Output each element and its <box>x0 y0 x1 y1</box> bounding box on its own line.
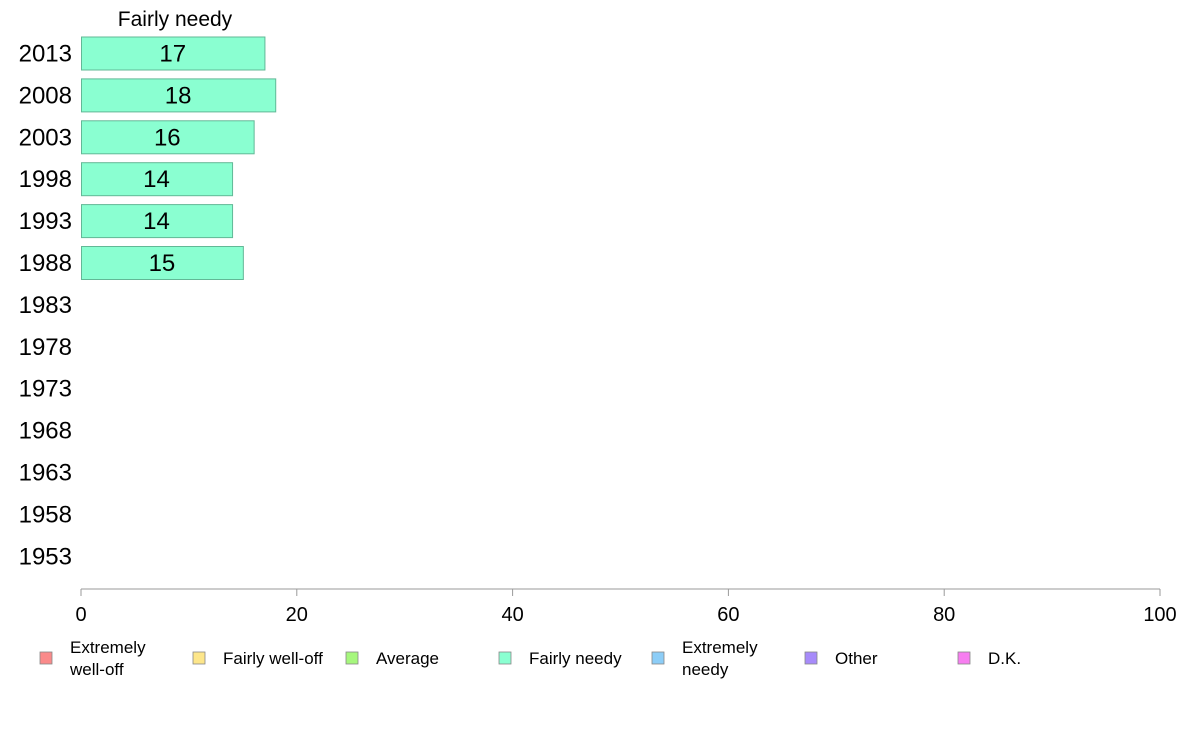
value-label: 14 <box>143 166 170 193</box>
value-label: 17 <box>159 41 186 68</box>
x-tick-label: 40 <box>501 604 523 626</box>
legend-swatch <box>804 651 818 665</box>
legend-item: D.K. <box>957 649 1021 668</box>
year-label: 2003 <box>19 124 72 151</box>
x-tick-label: 20 <box>286 604 308 626</box>
year-label: 2008 <box>19 82 72 109</box>
year-label: 1998 <box>19 166 72 193</box>
panel-title: Fairly needy <box>118 8 233 31</box>
legend-item: Average <box>345 649 439 668</box>
year-label: 1973 <box>19 376 72 403</box>
year-label: 1978 <box>19 334 72 361</box>
legend-item: Fairly well-off <box>192 649 323 668</box>
x-tick-label: 100 <box>1143 604 1176 626</box>
legend-swatch <box>651 651 665 665</box>
year-label: 1993 <box>19 208 72 235</box>
x-tick-label: 60 <box>717 604 739 626</box>
legend-label: well-off <box>69 660 124 679</box>
bar <box>81 36 266 71</box>
legend-label: D.K. <box>988 649 1021 668</box>
year-label: 1983 <box>19 292 72 319</box>
legend-swatch <box>192 651 206 665</box>
legend-item: Extremely needy <box>651 638 758 679</box>
value-label: 18 <box>165 82 192 109</box>
year-label: 2013 <box>19 41 72 68</box>
legend-label: Average <box>376 649 439 668</box>
year-label: 1968 <box>19 418 72 445</box>
x-tick-label: 0 <box>75 604 86 626</box>
legend-label: Fairly well-off <box>223 649 323 668</box>
bar <box>81 120 255 155</box>
legend-swatch <box>345 651 359 665</box>
legend-label: needy <box>682 660 729 679</box>
legend-item: Extremely well-off <box>39 638 146 679</box>
legend-label: Extremely <box>70 638 146 657</box>
legend-swatch <box>39 651 53 665</box>
legend-item: Fairly needy <box>498 649 622 668</box>
bar <box>81 246 244 280</box>
legend-item: Other <box>804 649 878 668</box>
year-label: 1953 <box>19 543 72 570</box>
value-label: 16 <box>154 124 181 151</box>
legend-label: Other <box>835 649 878 668</box>
year-label: 1988 <box>19 250 72 277</box>
bar <box>81 78 277 113</box>
bar <box>81 204 234 239</box>
chart-rows: 2013 17 2008 18 2003 16 1998 14 1993 14 1988 15 1983… <box>19 36 277 570</box>
year-label: 1958 <box>19 501 72 528</box>
legend-swatch <box>498 651 512 665</box>
legend: Extremely well-off Fairly well-off Average F… <box>39 638 1021 679</box>
value-label: 14 <box>143 208 170 235</box>
value-label: 15 <box>149 250 176 277</box>
bar <box>81 162 234 197</box>
legend-swatch <box>957 651 971 665</box>
legend-label: Extremely <box>682 638 758 657</box>
year-label: 1963 <box>19 460 72 487</box>
legend-label: Fairly needy <box>529 649 622 668</box>
x-tick-label: 80 <box>933 604 955 626</box>
x-axis: 0 20 40 60 80 100 <box>75 588 1177 626</box>
